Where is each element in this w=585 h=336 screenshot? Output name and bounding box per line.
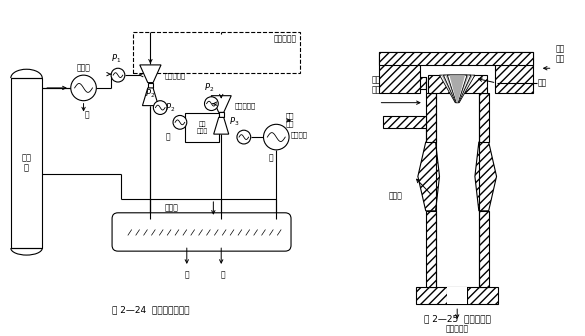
Text: 图 2—24  抽真空系统流程: 图 2—24 抽真空系统流程 — [112, 306, 189, 314]
Polygon shape — [418, 142, 439, 211]
Bar — [133, 32, 300, 73]
Circle shape — [173, 116, 187, 129]
Bar — [479, 93, 488, 142]
Bar — [378, 51, 533, 65]
Text: 水: 水 — [84, 111, 89, 120]
Bar — [428, 75, 487, 93]
Text: 一级喷射器: 一级喷射器 — [164, 73, 185, 79]
Text: 后冷凝器: 后冷凝器 — [291, 132, 308, 138]
Text: $P_2$: $P_2$ — [204, 81, 215, 94]
Bar — [494, 51, 533, 93]
Text: $P_3$: $P_3$ — [229, 116, 239, 128]
Bar — [448, 287, 467, 304]
Text: 冷凝器: 冷凝器 — [77, 63, 91, 72]
Polygon shape — [449, 75, 465, 103]
Text: 水封罐: 水封罐 — [165, 204, 179, 213]
Text: 中间
冷凝器: 中间 冷凝器 — [197, 122, 208, 134]
Polygon shape — [442, 75, 473, 103]
Text: 水: 水 — [166, 132, 170, 141]
Polygon shape — [443, 75, 471, 103]
Polygon shape — [219, 113, 223, 117]
Bar — [426, 93, 436, 142]
Polygon shape — [143, 88, 159, 106]
Text: 混合气出口: 混合气出口 — [446, 324, 469, 333]
Bar — [11, 78, 42, 248]
Polygon shape — [148, 83, 153, 88]
Circle shape — [153, 101, 167, 115]
Circle shape — [71, 75, 97, 101]
Text: 水: 水 — [184, 271, 189, 280]
Polygon shape — [140, 65, 161, 83]
Polygon shape — [439, 75, 475, 103]
Text: 高压水蒸汽: 高压水蒸汽 — [274, 35, 297, 44]
Text: 二级喷射器: 二级喷射器 — [235, 102, 256, 109]
FancyBboxPatch shape — [112, 213, 291, 251]
Text: 水: 水 — [269, 154, 274, 163]
Bar — [185, 114, 219, 142]
Circle shape — [205, 97, 218, 111]
Text: 图 2—25  蒸汽喷射器: 图 2—25 蒸汽喷射器 — [424, 314, 491, 324]
Bar — [378, 51, 420, 93]
Bar — [383, 117, 426, 128]
Text: 扩张器: 扩张器 — [388, 192, 402, 201]
Polygon shape — [448, 75, 467, 103]
Polygon shape — [211, 96, 231, 113]
Circle shape — [237, 130, 251, 144]
Text: 气体
入口: 气体 入口 — [372, 75, 381, 95]
Circle shape — [263, 124, 289, 150]
Bar — [479, 211, 488, 287]
Text: 油: 油 — [221, 271, 225, 280]
Text: 喷管: 喷管 — [538, 79, 547, 87]
Bar — [383, 77, 426, 89]
Bar — [426, 211, 436, 287]
Text: 减压
塔: 减压 塔 — [22, 154, 32, 173]
Polygon shape — [445, 75, 469, 103]
Text: 放入
大气: 放入 大气 — [286, 113, 295, 127]
Bar — [416, 287, 498, 304]
Circle shape — [111, 68, 125, 82]
Polygon shape — [475, 142, 497, 211]
Text: $P_2$: $P_2$ — [145, 87, 156, 100]
Text: $P_1$: $P_1$ — [111, 53, 121, 65]
Text: $P_2$: $P_2$ — [165, 102, 175, 115]
Polygon shape — [214, 117, 229, 134]
Text: 蒸汽
入口: 蒸汽 入口 — [556, 44, 565, 63]
